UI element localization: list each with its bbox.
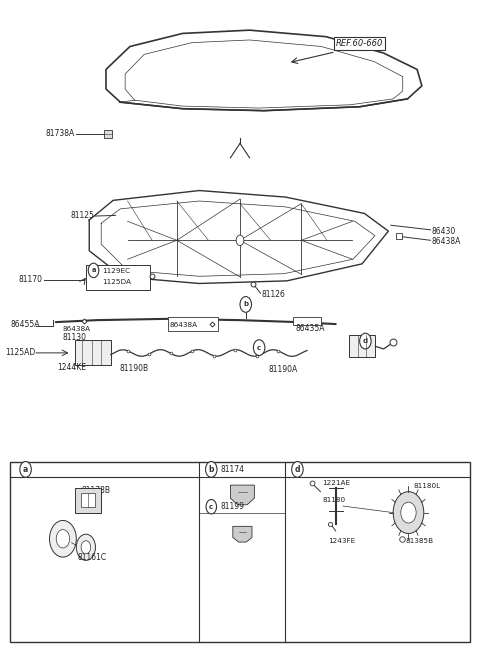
Text: 86438A: 86438A [432,237,461,246]
Text: c: c [209,504,213,510]
Text: 1243FE: 1243FE [328,538,356,544]
Bar [349,335,375,358]
Text: 81385B: 81385B [405,538,433,544]
Text: a: a [23,465,28,474]
Circle shape [206,499,216,514]
Text: 81178B: 81178B [82,486,111,495]
Circle shape [88,263,99,277]
Circle shape [240,297,252,312]
Text: 81180: 81180 [323,497,346,502]
Text: b: b [243,302,248,308]
Bar [168,317,218,331]
Text: 86438A: 86438A [63,326,91,333]
Text: 81738A: 81738A [46,129,75,138]
Text: 86435A: 86435A [295,323,324,333]
Text: 81126: 81126 [262,290,286,299]
Bar [10,462,470,642]
Text: 1125DA: 1125DA [102,279,131,285]
Text: d: d [295,465,300,474]
Circle shape [360,333,371,349]
Text: 1129EC: 1129EC [102,268,130,274]
Circle shape [20,462,31,478]
Text: 81161C: 81161C [77,552,106,562]
Circle shape [81,541,91,554]
Circle shape [401,502,416,523]
Circle shape [253,340,265,356]
Circle shape [49,520,76,557]
Text: 86430: 86430 [432,226,456,236]
Polygon shape [233,526,252,542]
Polygon shape [230,485,254,504]
Bar [75,487,101,512]
Text: 1125AD: 1125AD [5,348,36,358]
Text: b: b [208,465,214,474]
Text: c: c [257,344,261,351]
Text: 1221AE: 1221AE [323,480,350,486]
Circle shape [205,462,217,478]
Text: 1244KE: 1244KE [57,363,86,373]
Bar [81,493,95,507]
Text: 81190B: 81190B [120,364,148,373]
Text: 81190A: 81190A [269,365,298,374]
Bar [86,265,151,290]
Text: 81199: 81199 [221,502,245,511]
Text: 86455A: 86455A [10,320,40,329]
Bar [104,130,112,138]
Circle shape [292,462,303,478]
Text: 86438A: 86438A [169,321,198,328]
Circle shape [236,235,244,245]
Bar [75,340,111,365]
Text: d: d [363,338,368,344]
Circle shape [56,529,70,548]
Text: 81170: 81170 [19,275,43,284]
Circle shape [76,534,96,560]
Text: a: a [91,268,96,274]
Bar [396,233,402,239]
Text: 81125: 81125 [70,211,94,220]
Text: 81180L: 81180L [413,483,440,489]
Circle shape [393,491,424,533]
Bar [293,317,322,325]
Text: 81130: 81130 [63,333,87,342]
Text: 81174: 81174 [221,465,245,474]
Text: REF.60-660: REF.60-660 [336,39,383,48]
